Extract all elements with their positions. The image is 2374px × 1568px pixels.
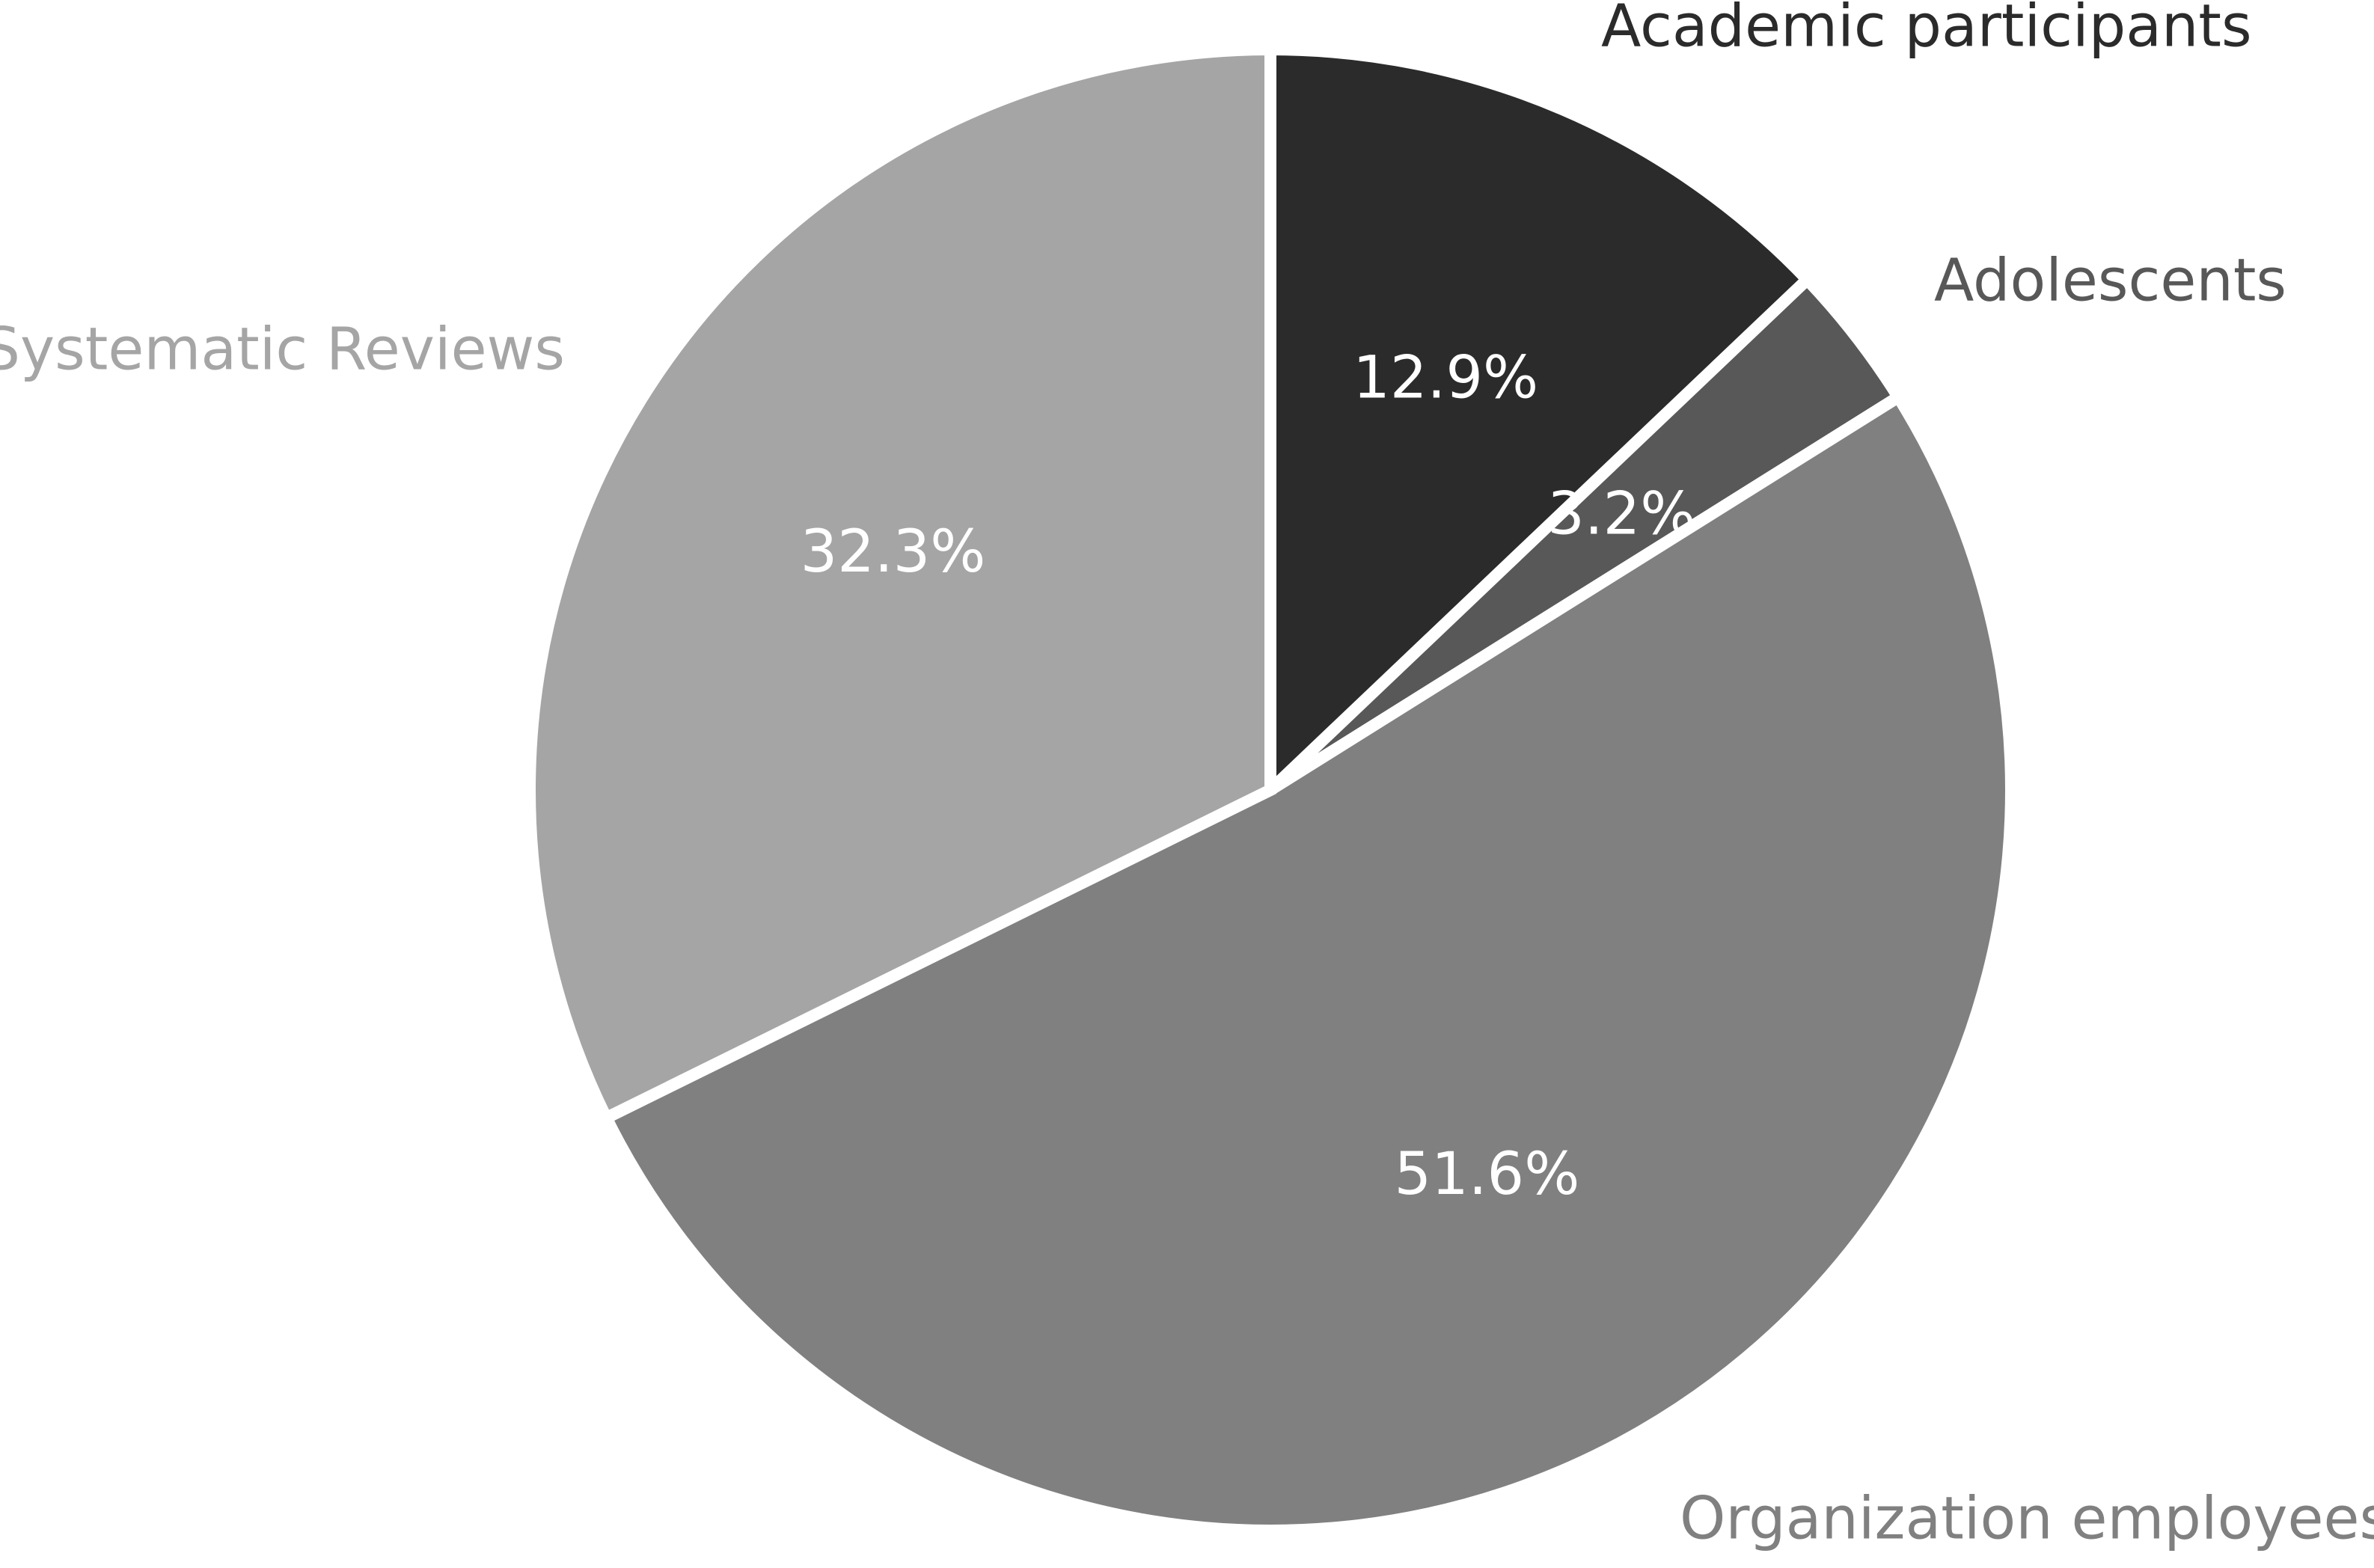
pie-slices <box>524 43 2017 1537</box>
percent-label-organization-employees: 51.6% <box>1395 1141 1580 1208</box>
pie-slice-systematic-reviews <box>524 43 1276 1127</box>
category-label-systematic-reviews: Systematic Reviews <box>0 316 565 383</box>
category-label-organization-employees: Organization employees <box>1680 1485 2374 1552</box>
pie-slice-academic-participants <box>1264 43 1816 804</box>
percent-labels: 12.9% 3.2% 51.6% 32.3% <box>801 345 1696 1209</box>
percent-label-academic-participants: 12.9% <box>1353 345 1538 412</box>
percent-label-systematic-reviews: 32.3% <box>801 518 986 586</box>
category-label-adolescents: Adolescents <box>1934 247 2286 314</box>
category-label-academic-participants: Academic participants <box>1601 0 2252 60</box>
percent-label-adolescents: 3.2% <box>1547 480 1695 548</box>
pie-slice-organization-employees <box>598 388 2017 1537</box>
